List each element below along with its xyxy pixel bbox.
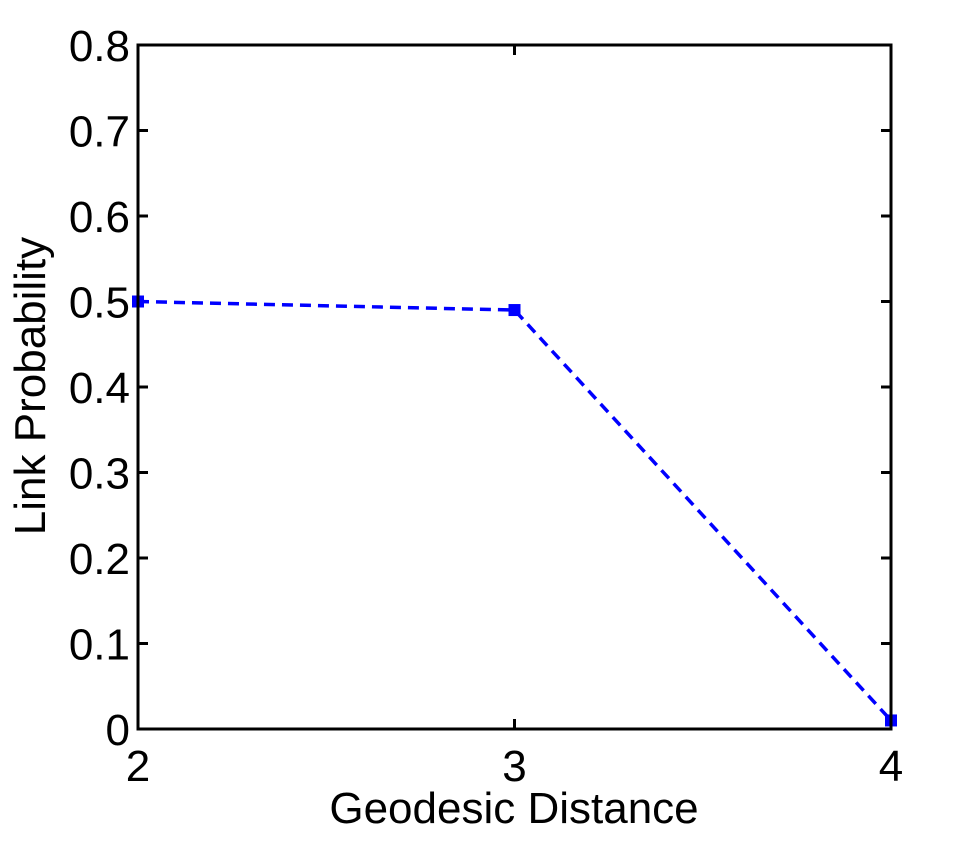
y-tick-label: 0.3	[69, 450, 130, 499]
x-tick-labels: 2 3 4	[126, 742, 903, 791]
y-tick-labels: 0 0.1 0.2 0.3 0.4 0.5 0.6 0.7 0.8	[69, 22, 130, 755]
y-tick-label: 0.2	[69, 535, 130, 584]
series-layer	[132, 295, 897, 727]
y-tick-label: 0.8	[69, 22, 130, 71]
series-line	[137, 299, 893, 722]
x-tick-label: 4	[879, 742, 903, 791]
y-tick-label: 0	[106, 706, 130, 755]
y-tick-label: 0.6	[69, 193, 130, 242]
x-tick-label: 3	[502, 742, 526, 791]
y-tick-label: 0.5	[69, 279, 130, 328]
y-tick-label: 0.4	[69, 364, 130, 413]
y-tick-label: 0.1	[69, 621, 130, 670]
x-axis-title: Geodesic Distance	[329, 784, 698, 833]
x-tick-label: 2	[126, 742, 150, 791]
y-tick-label: 0.7	[69, 108, 130, 157]
y-axis-title: Link Probability	[6, 237, 55, 535]
data-point-marker	[508, 304, 521, 317]
tick-marks	[136, 43, 893, 731]
plot-frame	[136, 43, 893, 731]
